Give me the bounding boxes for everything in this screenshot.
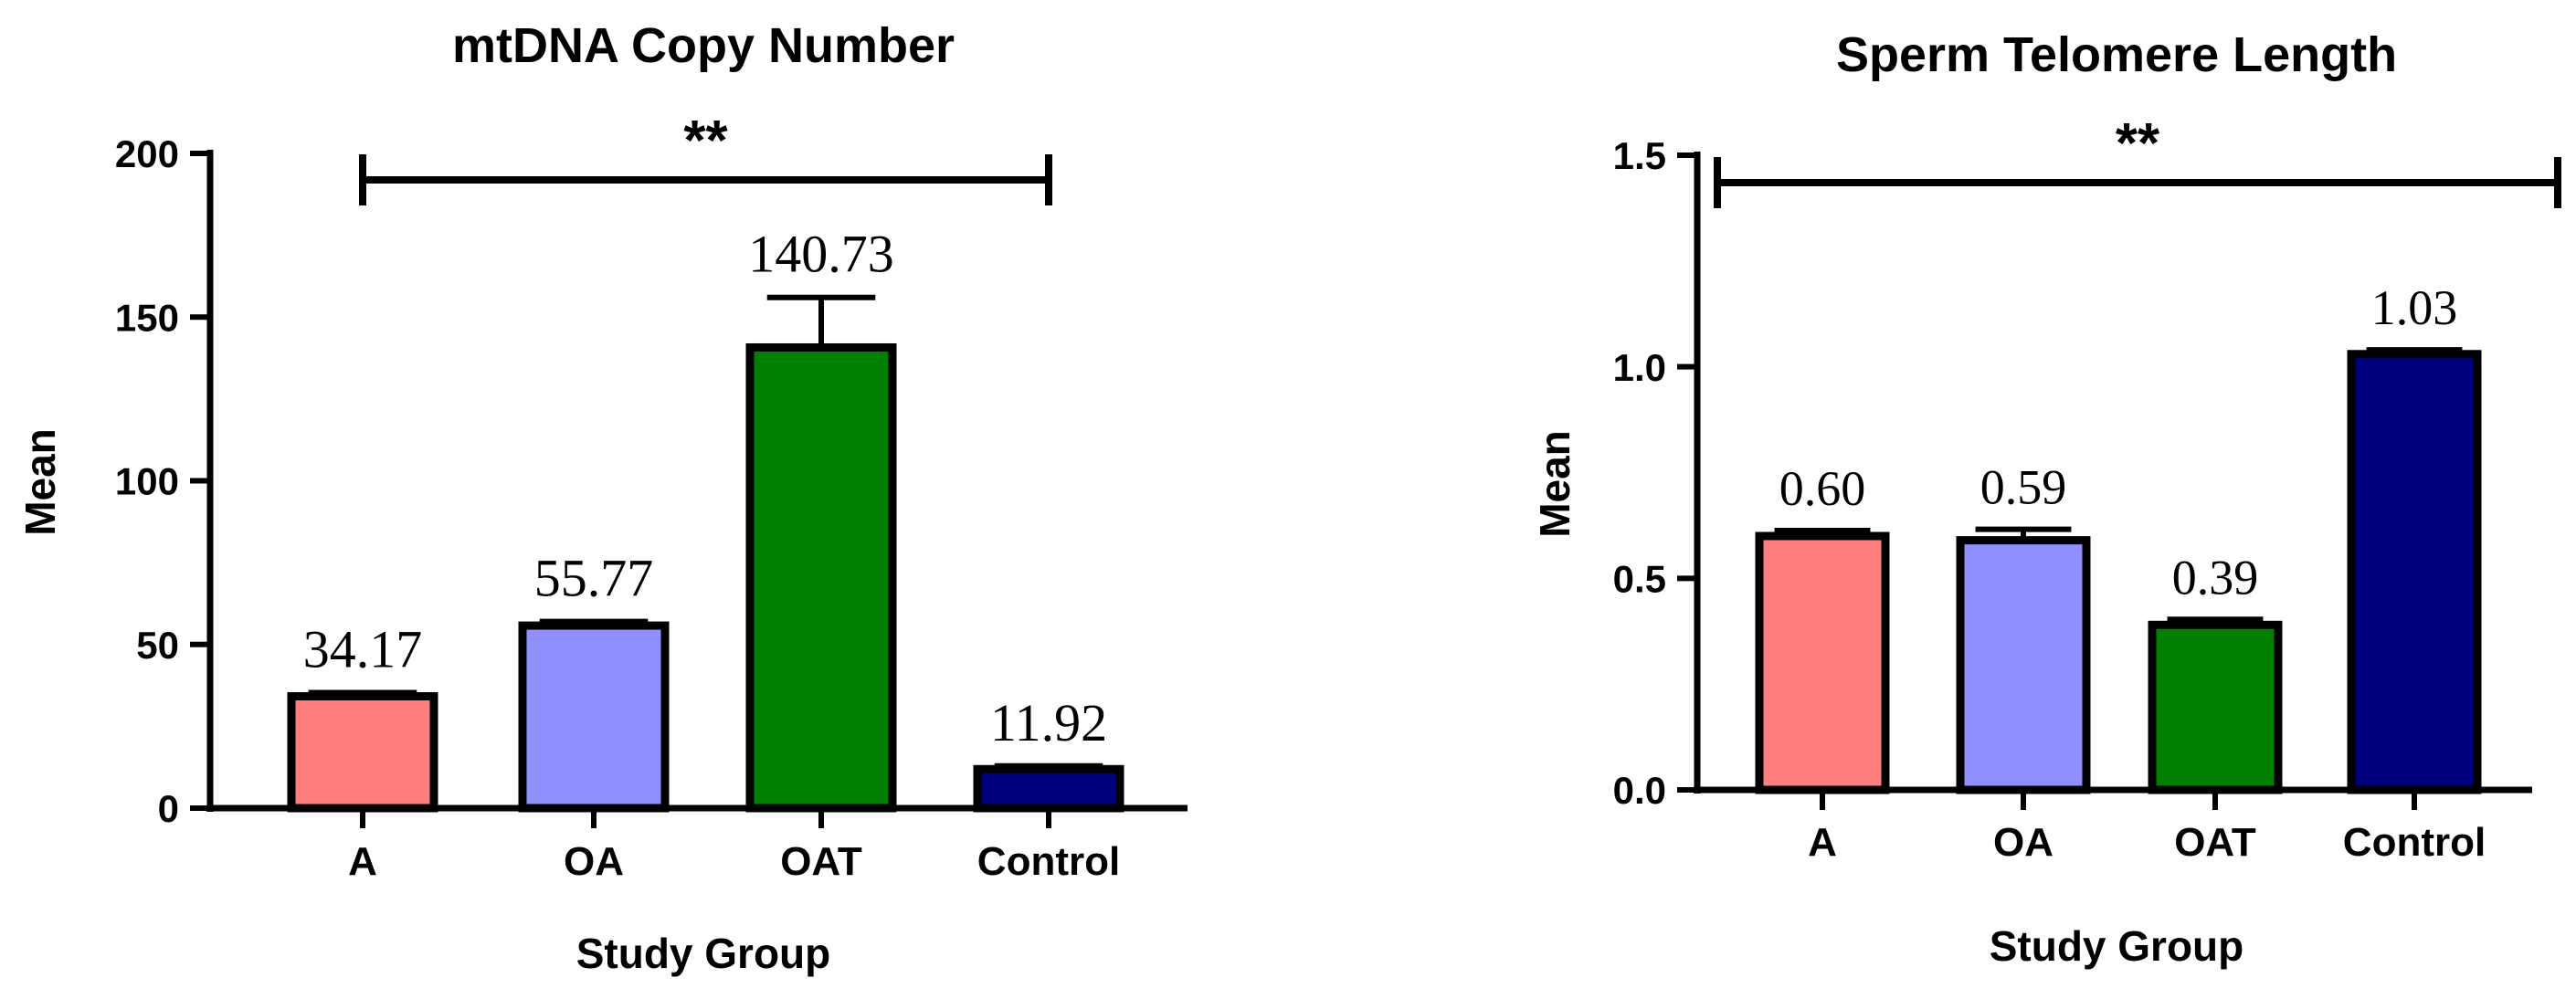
chart-title: Sperm Telomere Length	[1836, 27, 2397, 82]
bar-a	[1755, 531, 1890, 794]
bar-oat	[745, 342, 897, 813]
bar-control	[973, 764, 1124, 813]
chart-mtdna: mtDNA Copy Number Mean Study Group 34.17…	[16, 18, 1188, 977]
data-label: 140.73	[748, 225, 894, 284]
bar-control	[2347, 350, 2482, 794]
y-tick-label: 0	[158, 787, 179, 830]
bar-a	[287, 692, 438, 813]
y-axis-title: Mean	[1531, 430, 1578, 538]
plot-area: 0.60 0.59 0.39 1.03 0.0 0.5 1.0 1.5 A OA OAT Contro…	[1613, 112, 2561, 865]
y-tick-label: 50	[136, 624, 179, 667]
x-tick-label: A	[1808, 820, 1837, 865]
data-label: 11.92	[990, 693, 1107, 752]
y-tick-label: 200	[115, 132, 179, 175]
y-tick-label: 100	[115, 460, 179, 503]
data-label: 55.77	[534, 549, 654, 608]
x-tick-label: OAT	[780, 839, 862, 884]
x-tick-label: Control	[2343, 820, 2486, 865]
y-tick-label: 1.5	[1613, 134, 1666, 177]
data-label: 1.03	[2371, 280, 2458, 335]
x-tick-label: OA	[1993, 820, 2053, 865]
data-label: 0.60	[1779, 461, 1866, 516]
x-axis-title: Study Group	[1990, 922, 2244, 970]
bar-oa	[1956, 536, 2091, 794]
x-tick-label: Control	[977, 839, 1120, 884]
plot-area: 34.17 55.77 140.73 11.92 0 50 100 150 200 A OA OAT C…	[115, 110, 1188, 884]
y-tick-label: 0.0	[1613, 769, 1666, 812]
significance-label: **	[683, 110, 728, 173]
y-tick-label: 0.5	[1613, 557, 1666, 600]
significance-label: **	[2116, 112, 2160, 175]
chart-title: mtDNA Copy Number	[452, 18, 955, 73]
y-tick-label: 1.0	[1613, 346, 1666, 389]
y-axis-title: Mean	[16, 428, 64, 536]
x-axis-title: Study Group	[576, 930, 831, 977]
y-tick-label: 150	[115, 296, 179, 339]
chart-telomere: Sperm Telomere Length Mean Study Group 0…	[1531, 27, 2561, 970]
bar-oa	[518, 621, 670, 813]
x-tick-label: A	[348, 839, 377, 884]
data-label: 0.39	[2172, 550, 2259, 605]
x-tick-label: OAT	[2174, 820, 2256, 865]
bar-oat	[2148, 620, 2283, 794]
data-label: 34.17	[303, 619, 423, 678]
x-tick-label: OA	[564, 839, 624, 884]
data-label: 0.59	[1980, 460, 2067, 515]
